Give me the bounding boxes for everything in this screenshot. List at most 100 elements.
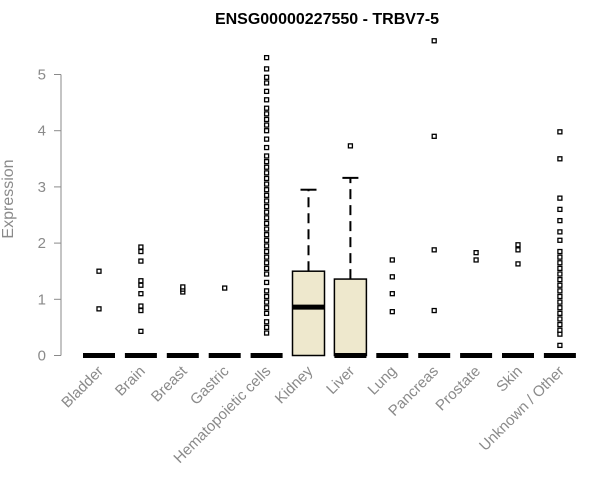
outlier-point: [431, 247, 437, 253]
y-axis: 0 1 2 3 4 5: [38, 67, 62, 365]
outlier-point: [431, 38, 437, 44]
x-tick-label: Skin: [493, 363, 526, 396]
outlier-point: [389, 257, 395, 263]
outlier-point: [263, 237, 270, 243]
outlier-point: [138, 278, 144, 284]
outlier-point: [263, 128, 270, 134]
outlier-point: [515, 261, 521, 267]
outlier-point: [138, 282, 144, 288]
outlier-point: [263, 215, 270, 221]
outlier-point: [557, 282, 563, 288]
y-tick-label: 1: [38, 291, 46, 308]
x-tick-label: Prostate: [432, 363, 484, 415]
outlier-point: [263, 164, 270, 170]
outlier-point: [557, 293, 563, 300]
outlier-point: [263, 198, 270, 204]
outlier-point: [389, 291, 395, 297]
outlier-point: [389, 274, 395, 280]
outlier-point: [557, 229, 563, 235]
outlier-point: [263, 260, 270, 266]
outlier-point: [138, 303, 144, 309]
outlier-point: [263, 209, 270, 215]
outlier-point: [263, 203, 270, 210]
outlier-point: [263, 248, 270, 255]
outlier-point: [263, 310, 270, 317]
outlier-point: [263, 175, 270, 182]
y-axis-label: Expression: [0, 159, 17, 238]
outlier-point: [263, 299, 270, 305]
outlier-point: [263, 220, 270, 227]
y-tick-label: 0: [38, 348, 46, 365]
outlier-point: [557, 288, 563, 294]
outlier-point: [222, 285, 228, 291]
outlier-point: [263, 330, 270, 336]
outlier-point: [138, 248, 144, 255]
outlier-point: [263, 105, 270, 111]
outlier-point: [431, 133, 437, 139]
outlier-point: [263, 305, 270, 311]
outlier-point: [263, 293, 270, 300]
outlier-point: [557, 237, 563, 243]
outlier-point: [431, 307, 437, 314]
outlier-point: [263, 243, 270, 249]
outlier-point: [263, 116, 270, 123]
outlier-point: [263, 88, 270, 95]
x-tick-label: Liver: [323, 363, 358, 398]
box-body: [291, 270, 326, 357]
outlier-point: [557, 310, 563, 317]
outlier-point: [263, 181, 270, 187]
outlier-point: [180, 284, 186, 290]
boxes: [83, 176, 576, 358]
outliers: [96, 38, 563, 349]
outlier-point: [557, 156, 563, 162]
outlier-point: [138, 244, 144, 250]
outlier-point: [557, 327, 563, 333]
outlier-point: [263, 66, 270, 72]
outlier-point: [263, 187, 270, 193]
outlier-point: [557, 321, 563, 328]
outlier-point: [557, 271, 563, 277]
outlier-point: [389, 309, 395, 315]
outlier-point: [263, 144, 270, 151]
x-tick-label: Breast: [148, 362, 191, 405]
outlier-point: [557, 206, 563, 213]
x-tick-label: Brain: [112, 363, 149, 400]
outlier-point: [263, 288, 270, 294]
outlier-point: [263, 158, 270, 165]
outlier-point: [263, 226, 270, 232]
outlier-point: [473, 250, 479, 256]
outlier-point: [263, 265, 270, 272]
outlier-point: [557, 248, 563, 255]
x-tick-label: Lung: [365, 363, 401, 399]
outlier-point: [263, 54, 270, 61]
box-kidney: [291, 188, 326, 357]
box-body: [333, 278, 368, 357]
outlier-point: [263, 97, 270, 103]
outlier-point: [557, 316, 563, 322]
box-liver: [333, 176, 368, 358]
outlier-point: [557, 265, 563, 272]
outlier-point: [263, 80, 270, 86]
outlier-point: [557, 254, 563, 260]
outlier-point: [263, 153, 270, 159]
outlier-point: [138, 258, 144, 264]
outlier-point: [96, 306, 102, 312]
outlier-point: [557, 276, 563, 283]
x-tick-label: Kidney: [272, 362, 317, 407]
outlier-point: [263, 232, 270, 238]
outlier-point: [263, 136, 270, 142]
outlier-point: [473, 257, 479, 263]
outlier-point: [557, 299, 563, 305]
outlier-point: [557, 342, 563, 349]
outlier-point: [557, 260, 563, 266]
outlier-point: [347, 143, 354, 149]
outlier-point: [263, 271, 270, 277]
outlier-point: [557, 217, 563, 224]
outlier-point: [263, 324, 270, 331]
outlier-point: [515, 247, 521, 253]
outlier-point: [138, 291, 144, 297]
y-tick-label: 4: [38, 123, 46, 140]
x-tick-label: Bladder: [58, 363, 107, 412]
